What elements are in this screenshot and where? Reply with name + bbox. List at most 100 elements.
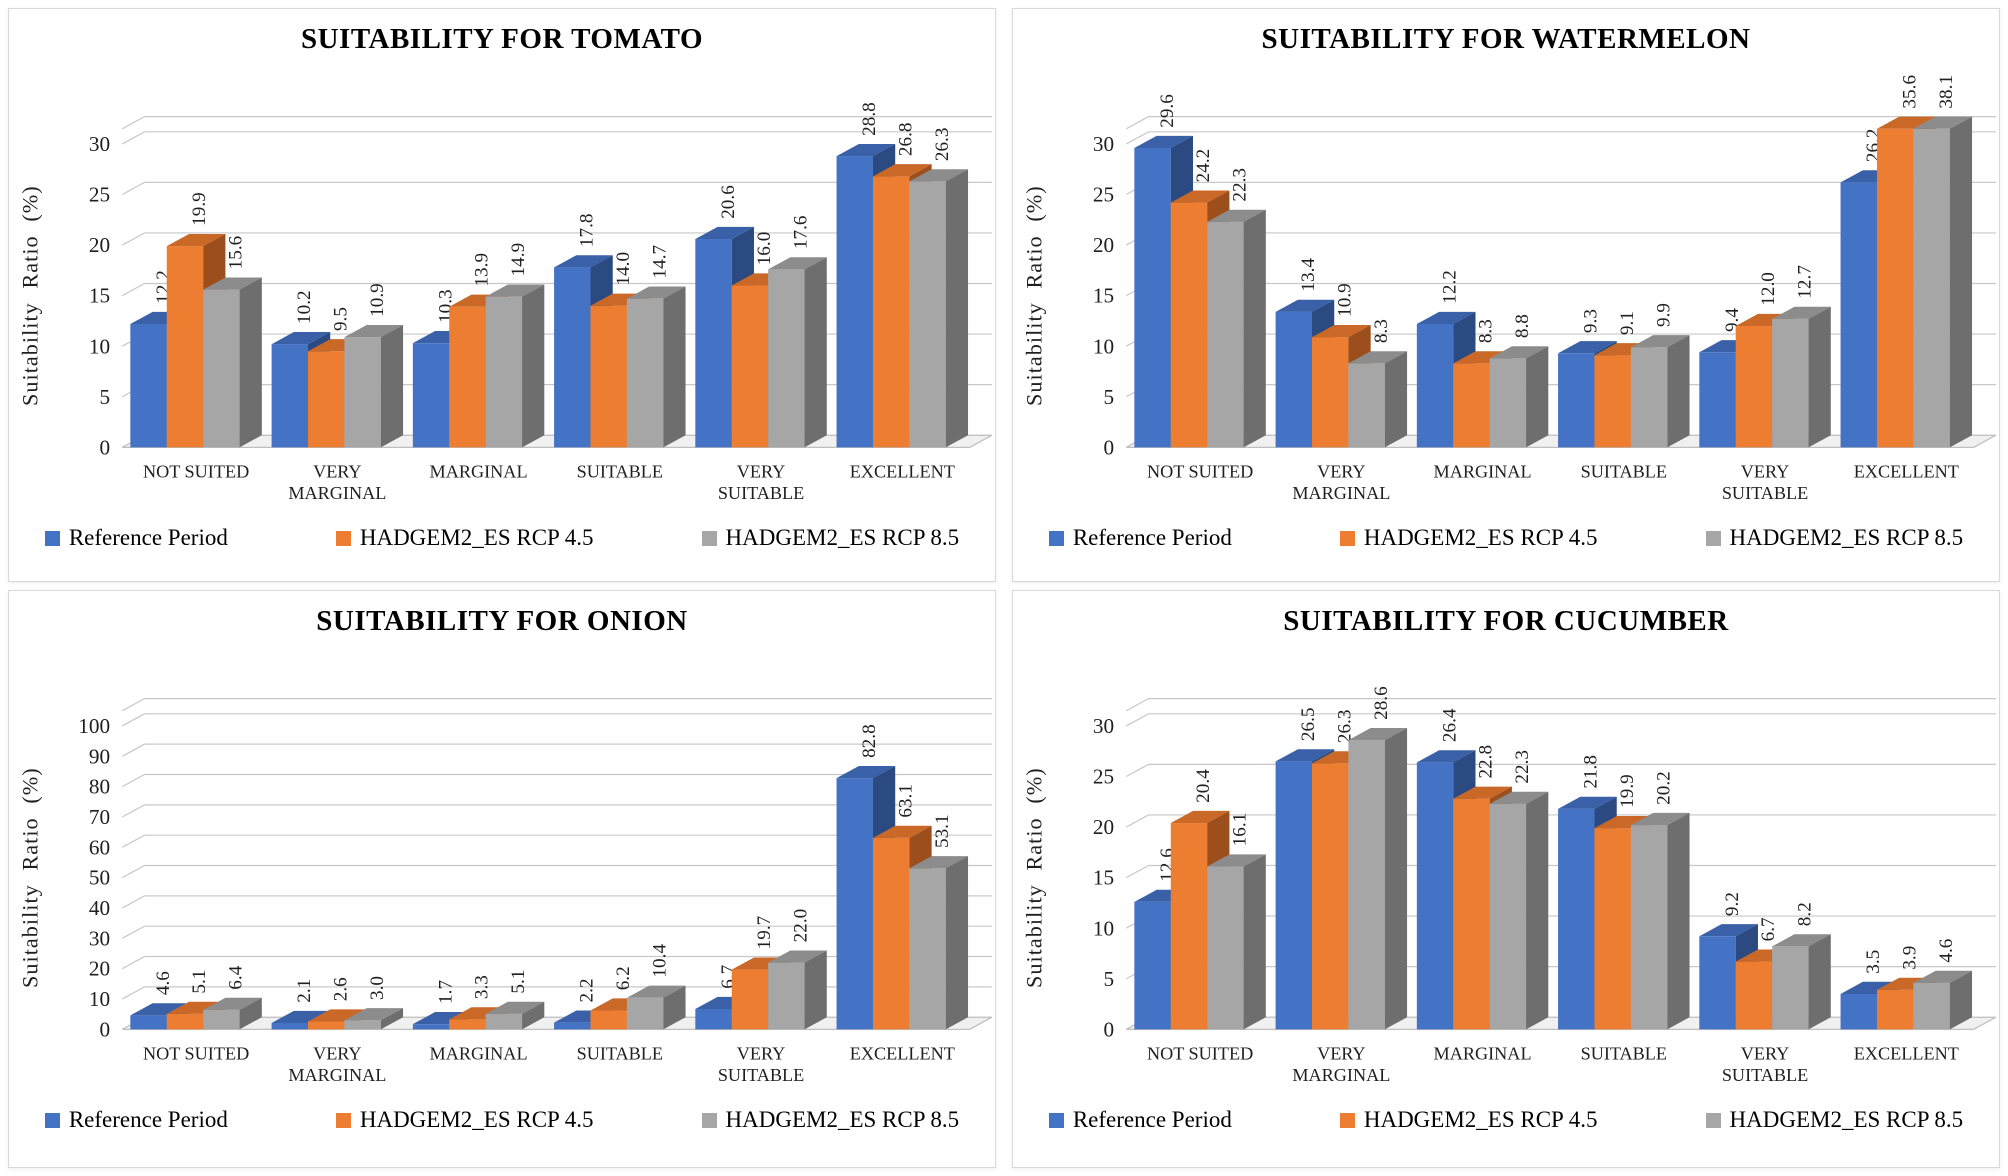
bar [695, 239, 732, 448]
category-label: SUITABLE [1722, 483, 1808, 503]
bar-value-label: 20.4 [1193, 769, 1214, 803]
chart-legend: Reference Period HADGEM2_ES RCP 4.5 HADGEM… [1013, 1107, 1999, 1133]
legend-label: HADGEM2_ES RCP 8.5 [1729, 1107, 1964, 1133]
bar [412, 343, 450, 448]
category-label: MARGINAL [1434, 1044, 1532, 1064]
bar-side-face [1667, 335, 1690, 448]
y-tick-label: 15 [89, 284, 110, 308]
bar-value-label: 19.9 [1617, 774, 1638, 808]
chart-panel-onion: SUITABILITY FOR ONION 0 10 20 30 40 50 60 70 80 9… [8, 590, 996, 1168]
bar-side-face [1667, 812, 1690, 1030]
category-label: SUITABLE [577, 462, 663, 482]
bar [1348, 740, 1385, 1030]
bar-top-face [1630, 335, 1690, 348]
category-label: NOT SUITED [143, 462, 249, 482]
legend-item: HADGEM2_ES RCP 4.5 [335, 1107, 594, 1133]
legend-item: HADGEM2_ES RCP 4.5 [335, 525, 594, 551]
bar [590, 1010, 627, 1030]
y-gridline [1125, 864, 1996, 879]
category-label: EXCELLENT [850, 462, 955, 482]
bar-side-face [239, 277, 262, 448]
category-label: SUITABLE [1581, 462, 1667, 482]
legend-marker-icon [44, 530, 60, 546]
legend-marker-icon [1339, 530, 1355, 546]
bar-top-face [203, 277, 262, 290]
bar-value-label: 82.8 [859, 724, 880, 758]
category-label: MARGINAL [430, 462, 528, 482]
legend-marker-icon [44, 1112, 60, 1128]
y-tick-label: 25 [89, 183, 110, 207]
bar-value-label: 63.1 [895, 784, 916, 818]
bar [768, 962, 805, 1030]
bar-top-face [909, 856, 969, 869]
bar-value-label: 21.8 [1581, 755, 1602, 789]
bar [1134, 901, 1171, 1030]
bar [130, 1015, 167, 1030]
legend-marker-icon [1048, 1112, 1064, 1128]
bar-side-face [1384, 351, 1408, 448]
bar-top-face [836, 766, 896, 779]
y-tick-label: 5 [1104, 967, 1115, 991]
bar-top-face [554, 255, 613, 268]
bar [1558, 353, 1595, 448]
y-gridline [121, 131, 992, 145]
bar-value-label: 15.6 [226, 235, 247, 269]
y-tick-label: 30 [89, 132, 110, 156]
plot-ceiling-line [121, 116, 992, 130]
y-gridline [121, 713, 992, 727]
bar [271, 1022, 309, 1030]
legend-item: HADGEM2_ES RCP 8.5 [1705, 1107, 1964, 1133]
y-tick-label: 10 [89, 334, 110, 358]
bar [731, 969, 769, 1030]
y-axis-title: Suitability Ratio (%) [1021, 185, 1046, 406]
bar-value-label: 26.3 [1334, 710, 1355, 744]
y-tick-label: 15 [1093, 866, 1114, 890]
bar [1489, 358, 1527, 448]
bar [166, 246, 204, 448]
bar-value-label: 20.6 [718, 185, 739, 219]
bar [626, 298, 664, 448]
legend-item: Reference Period [1048, 1107, 1232, 1133]
bar-top-face [271, 1010, 331, 1023]
y-tick-label: 30 [89, 926, 110, 950]
bar [1699, 936, 1736, 1030]
bar-top-face [1558, 796, 1617, 809]
bar-side-face [1949, 116, 1973, 448]
bar-side-face [522, 284, 545, 448]
y-tick-label: 15 [1093, 284, 1114, 308]
bar-top-face [1913, 970, 1973, 983]
chart-panel-cucumber: SUITABILITY FOR CUCUMBER 0 5 10 15 20 25 30 Sui… [1012, 590, 2000, 1168]
y-axis-title: Suitability Ratio (%) [17, 185, 42, 406]
bar-value-label: 35.6 [1899, 75, 1920, 109]
y-tick-label: 20 [1093, 233, 1114, 257]
bar-side-face [663, 286, 686, 448]
bar-value-label: 17.8 [577, 213, 598, 247]
bar-top-face [1416, 750, 1476, 763]
category-label: VERY [1317, 462, 1366, 482]
y-tick-label: 40 [89, 896, 110, 920]
legend-marker-icon [335, 530, 351, 546]
bar-top-face [1489, 346, 1549, 359]
bar-value-label: 24.2 [1193, 149, 1214, 183]
bar [731, 285, 769, 448]
bar-value-label: 26.3 [932, 128, 953, 162]
bar-value-label: 22.8 [1476, 745, 1497, 779]
bar-value-label: 16.1 [1230, 813, 1251, 847]
y-tick-label: 70 [89, 805, 110, 829]
y-tick-label: 20 [89, 957, 110, 981]
legend-label: Reference Period [1072, 1107, 1232, 1133]
bar-value-label: 8.3 [1476, 319, 1497, 343]
bar-top-face [1453, 786, 1512, 799]
category-label: SUITABLE [718, 1065, 804, 1085]
bar [1207, 866, 1244, 1030]
bar [1630, 347, 1668, 448]
bar-value-label: 28.6 [1371, 686, 1392, 720]
bar [203, 1009, 240, 1030]
legend-item: Reference Period [1048, 525, 1232, 551]
category-label: VERY [1741, 462, 1790, 482]
bar-side-face [1808, 306, 1831, 448]
bar-top-face [344, 324, 404, 338]
bar-side-face [380, 324, 404, 448]
y-tick-label: 20 [1093, 815, 1114, 839]
